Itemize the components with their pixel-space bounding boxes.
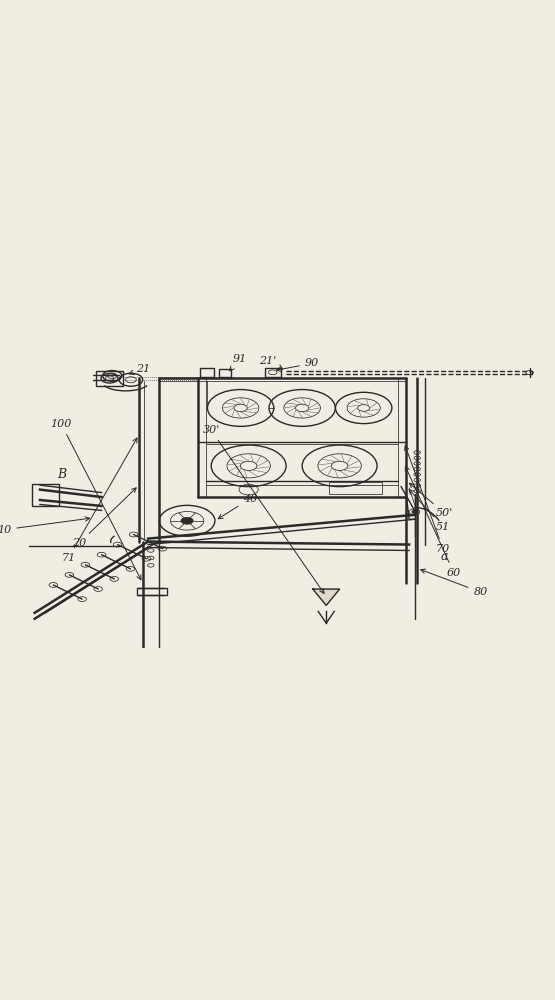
Bar (219, 369, 231, 377)
Text: B: B (57, 468, 66, 481)
Text: 30': 30' (203, 425, 324, 593)
Text: 100: 100 (51, 419, 141, 580)
Text: a: a (440, 550, 448, 563)
Bar (200, 368, 214, 377)
Text: 91: 91 (230, 354, 247, 371)
Bar (138, 588, 167, 595)
Text: 71: 71 (62, 438, 137, 563)
Text: 21: 21 (129, 364, 150, 375)
Text: 20: 20 (72, 488, 136, 548)
Text: 21': 21' (259, 356, 282, 369)
Bar (265, 368, 281, 377)
Text: 90: 90 (276, 358, 319, 371)
Text: 50': 50' (410, 483, 453, 518)
Text: 10: 10 (0, 517, 90, 535)
Circle shape (181, 517, 193, 524)
Bar (329, 482, 382, 494)
Text: 60: 60 (405, 466, 461, 578)
Polygon shape (313, 589, 340, 605)
Text: 40: 40 (218, 494, 258, 519)
Text: 80: 80 (421, 569, 488, 597)
Bar (96, 371, 123, 386)
Bar (32, 484, 59, 506)
Text: 70: 70 (405, 446, 450, 554)
Circle shape (412, 510, 417, 513)
Text: 51: 51 (409, 489, 450, 532)
